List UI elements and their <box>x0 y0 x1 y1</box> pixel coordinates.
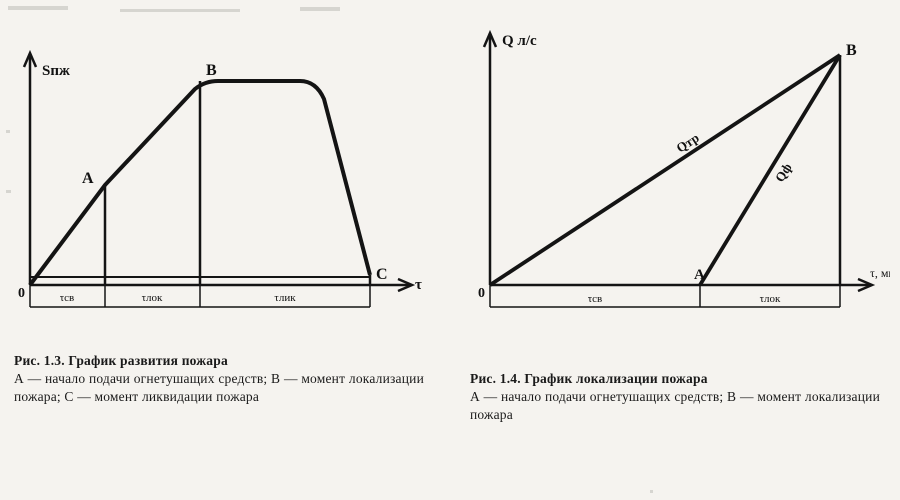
y-axis-label: Sпж <box>42 63 70 79</box>
xseg-2: τлок <box>142 292 163 304</box>
chart-fire-localization: Q л/с τ, мин 0 А В Qтр Qф τсв τлок <box>470 15 890 335</box>
x-axis-label: τ, мин <box>870 266 890 280</box>
caption-1-3: Рис. 1.3. График развития пожара А — нач… <box>14 352 424 407</box>
origin-label: 0 <box>478 286 485 301</box>
point-a-label: А <box>694 267 705 283</box>
caption-1-4-title: Рис. 1.4. График локализации пожара <box>470 371 708 386</box>
caption-1-3-title: Рис. 1.3. График развития пожара <box>14 353 228 368</box>
scanned-page: Sпж τ 0 А В С τсв τлок τлик Рис. 1.3. Гр… <box>0 0 900 500</box>
xseg-1: τсв <box>60 292 75 304</box>
y-axis-label: Q л/с <box>502 33 537 49</box>
figure-1-3: Sпж τ 0 А В С τсв τлок τлик <box>10 25 430 340</box>
xseg-1: τсв <box>588 293 603 305</box>
point-b-label: В <box>846 42 857 59</box>
caption-1-3-body: А — начало подачи огнетушащих средств; В… <box>14 371 424 404</box>
point-c-label: С <box>376 266 388 283</box>
chart-fire-development: Sпж τ 0 А В С τсв τлок τлик <box>10 25 430 335</box>
caption-1-4: Рис. 1.4. График локализации пожара А — … <box>470 370 880 425</box>
point-b-label: В <box>206 62 217 79</box>
origin-label: 0 <box>18 286 25 301</box>
point-a-label: А <box>82 170 94 187</box>
figure-1-4: Q л/с τ, мин 0 А В Qтр Qф τсв τлок <box>470 15 890 340</box>
x-axis-label: τ <box>415 277 422 293</box>
caption-1-4-body: А — начало подачи огнетушащих средств; В… <box>470 389 880 422</box>
xseg-3: τлик <box>274 292 296 304</box>
line-label-upper: Qтр <box>673 130 701 156</box>
xseg-2: τлок <box>760 293 781 305</box>
